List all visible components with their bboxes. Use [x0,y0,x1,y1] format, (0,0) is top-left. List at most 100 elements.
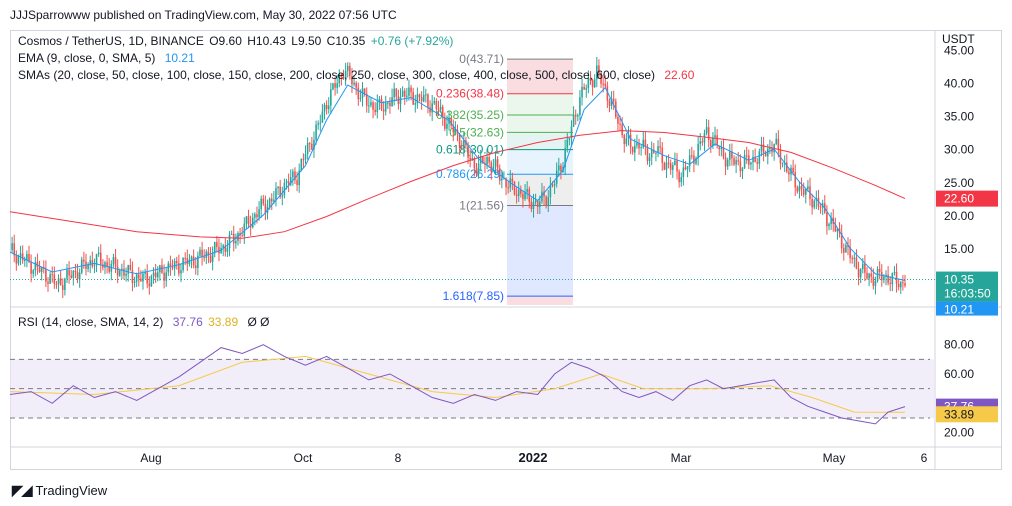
candle [617,113,619,132]
candle-body [118,270,121,276]
candle [688,149,691,173]
candle [691,146,693,160]
candle-body [710,140,712,147]
sma-legend[interactable]: SMAs (20, close, 50, close, 100, close, … [18,68,696,82]
candle-body [842,248,845,253]
candle-body [887,274,889,283]
candle [427,93,429,114]
candle-body [454,129,457,133]
candle-body [374,109,376,113]
candle [621,117,623,138]
symbol-name[interactable]: Cosmos / TetherUS, 1D, BINANCE [18,34,204,48]
candle-body [287,181,290,185]
candle-body [889,282,892,285]
rsi-tick-label: 80.00 [944,338,974,352]
candle-body [634,145,636,153]
candle [889,276,892,292]
candle [298,163,300,193]
candle [718,145,721,157]
candle [769,139,771,155]
candle-body [258,209,260,218]
candle-body [619,123,621,125]
candle [429,100,431,117]
candle-body [686,166,689,170]
candle-body [638,143,640,149]
candle-body [756,162,759,164]
sma-value: 22.60 [664,68,695,82]
candle [292,168,294,186]
candle [262,194,265,206]
tradingview-logo[interactable]: ◤◢ TradingView [12,482,107,499]
candle [545,195,547,209]
candle [857,261,860,286]
candle [287,173,290,193]
candle [283,178,286,199]
candle [680,172,683,187]
candle [724,152,727,176]
candle-body [30,261,32,274]
candle [530,197,533,213]
candle [173,258,176,276]
candle-body [338,74,341,84]
candle-body [802,189,805,195]
candle [826,205,828,235]
candle-body [241,235,243,237]
candle-body [319,122,322,124]
candle-body [359,97,362,100]
candle-body [275,188,277,200]
candle-body [876,269,879,281]
candle [19,245,22,266]
candle-body [74,270,77,273]
brand-name: TradingView [35,483,108,498]
candle [104,260,106,275]
rsi-ma-badge: 33.89 [936,406,998,423]
candle-body [545,196,547,206]
candle-body [344,71,347,79]
candle [247,209,250,229]
candle-body [589,78,592,81]
ema-legend[interactable]: EMA (9, close, 0, SMA, 5) 10.21 [18,51,197,65]
candle [672,162,674,178]
candle-body [389,102,391,107]
price-tick-label: 20.00 [944,209,974,223]
candle-body [93,265,96,267]
candle-body [902,282,904,284]
candle [74,263,77,279]
candle-body [112,257,115,264]
candle-body [551,185,554,187]
candle [370,97,372,108]
candle-body [363,88,366,94]
candle-body [817,198,820,207]
candle [891,272,894,292]
candle-body [427,94,429,108]
rsi-tick-label: 20.00 [944,426,974,440]
fibonacci-retracement[interactable]: 0(43.71) 0.236(38.48) 0.382(35.25) 0.5(32.6… [436,52,573,305]
candle-body [532,202,535,210]
candle-body [425,94,427,96]
price-badge-bg [936,271,998,302]
candle-body [131,270,134,283]
candle-body [279,186,281,197]
candle-body [606,86,609,101]
candle-body [864,263,866,273]
candle-body [273,199,275,202]
candle [156,266,159,282]
candle-body [646,146,649,161]
candle [655,152,657,162]
sma-label: SMAs (20, close, 50, close, 100, close, … [18,68,656,82]
candle [121,263,123,280]
candle [887,266,889,286]
candle [68,261,70,284]
candle [171,259,174,271]
candle [30,254,32,283]
candle [230,230,233,235]
candle [583,83,585,90]
candle-body [140,278,142,282]
candle [720,140,723,157]
candle-body [429,107,431,113]
rsi-legend[interactable]: RSI (14, close, SMA, 14, 2) 37.76 33.89 … [18,315,272,329]
candle [553,180,556,195]
candle [340,72,343,86]
candle-body [28,254,30,262]
